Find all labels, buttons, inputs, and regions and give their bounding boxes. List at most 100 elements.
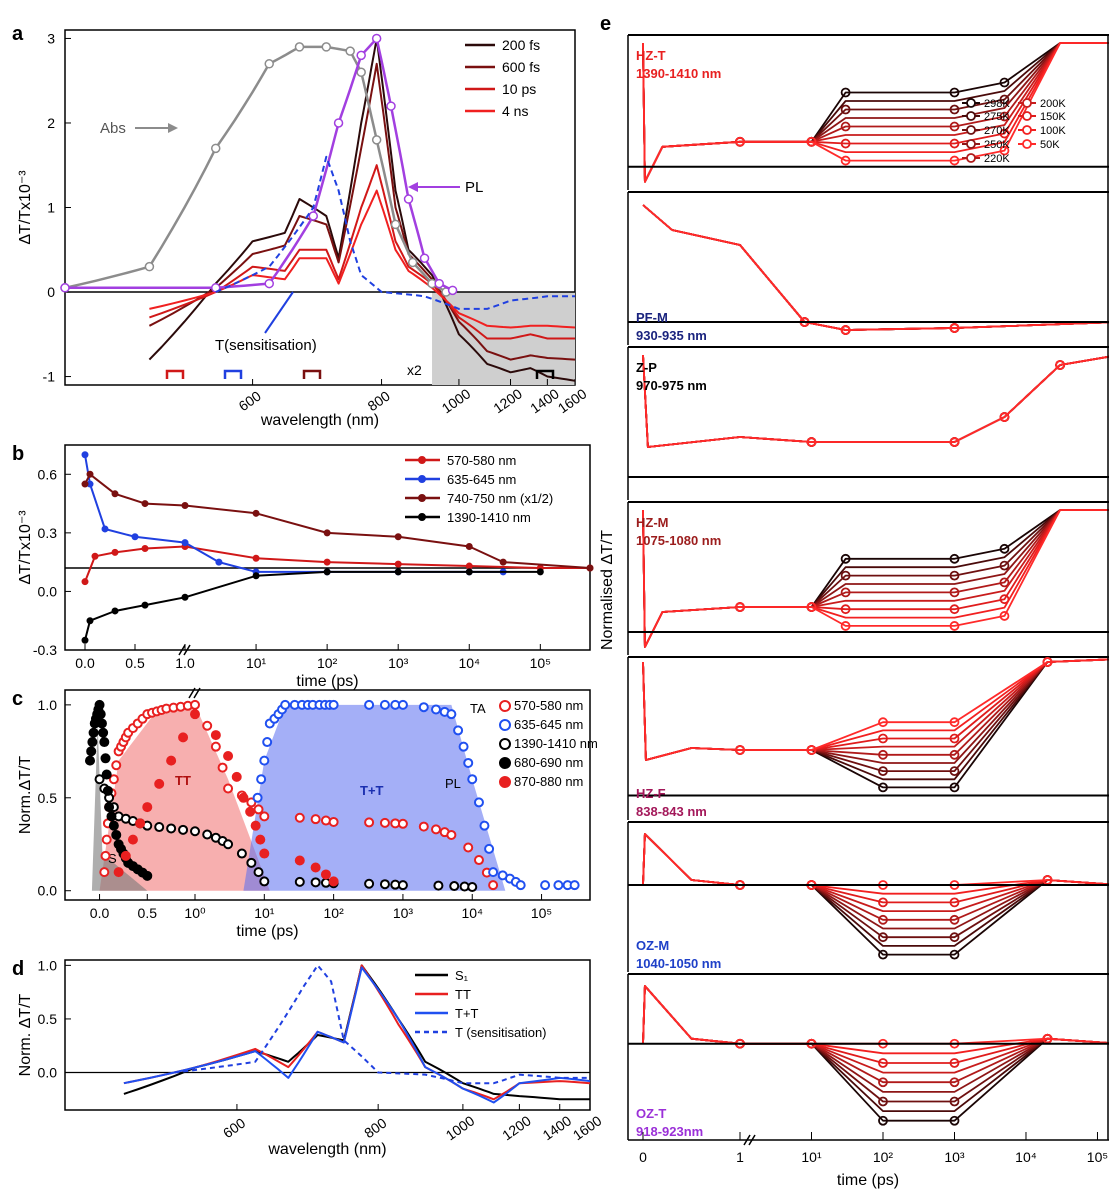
series-marker (210, 741, 221, 752)
x-tick-label: 10¹ (246, 655, 267, 671)
series-marker (81, 480, 89, 488)
kinetic-trace (642, 833, 1109, 947)
wavelength-bracket (302, 369, 322, 379)
abs-marker (264, 59, 274, 69)
series-marker (328, 816, 339, 827)
series-line-abs (64, 45, 447, 294)
x-tick-label: 10⁵ (531, 905, 552, 921)
kinetic-marker (840, 621, 851, 631)
kinetic-marker (735, 745, 745, 755)
kinetic-marker (949, 914, 960, 925)
legend-entry: S₁ (455, 968, 469, 983)
legend-marker (418, 475, 426, 483)
kinetic-trace (642, 204, 1109, 331)
subpanel-range-label: 918-923nm (636, 1124, 703, 1139)
pl-marker (403, 194, 414, 204)
panel-a-label: a (12, 23, 24, 45)
x-tick-label: 0 (639, 1149, 647, 1165)
pl-annotation: PL (465, 179, 483, 196)
pl-marker (264, 278, 274, 289)
legend-marker (1022, 125, 1032, 135)
kinetic-marker (949, 733, 960, 744)
series-marker (536, 568, 544, 576)
series-marker (190, 709, 200, 720)
kinetic-marker (1055, 360, 1065, 370)
series-marker (431, 824, 442, 835)
kinetic-trace (642, 204, 1109, 331)
series-marker (473, 855, 484, 866)
legend-entry: TT (455, 987, 471, 1002)
legend-marker (966, 153, 976, 163)
series-marker (87, 737, 98, 748)
abs-annotation: Abs (100, 120, 126, 137)
series-marker (259, 755, 270, 766)
kinetic-marker (999, 412, 1010, 422)
abs-marker (390, 219, 401, 230)
y-axis-label: ΔT/Tx10⁻³ (17, 510, 34, 585)
x-tick-label: 1.0 (175, 655, 195, 671)
series-marker (262, 737, 273, 748)
pl-marker (447, 285, 458, 296)
series-line-3 (174, 964, 590, 1085)
series-marker (394, 568, 402, 576)
abs-marker (356, 67, 366, 78)
series-marker (95, 709, 106, 720)
kinetic-marker (949, 553, 960, 564)
legend-marker (966, 111, 976, 121)
series-marker (253, 804, 264, 815)
series-line-600fs (148, 62, 576, 361)
y-tick-label: 0.5 (38, 790, 58, 806)
x-tick-label: 10¹ (801, 1149, 822, 1165)
series-line-2 (123, 966, 591, 1104)
pl-marker (356, 50, 366, 61)
series-marker (181, 502, 189, 510)
legend-entry: T+T (455, 1006, 479, 1021)
y-tick-label: 0.0 (38, 883, 58, 899)
series-marker (181, 593, 189, 601)
series-marker (231, 771, 242, 782)
legend-marker (418, 513, 426, 521)
kinetic-marker (878, 914, 888, 925)
kinetic-marker (949, 570, 960, 581)
series-marker (294, 876, 305, 887)
series-marker (379, 699, 390, 710)
kinetic-marker (949, 949, 960, 960)
legend-entry: 635-645 nm (447, 472, 516, 487)
kinetic-trace (642, 354, 1109, 448)
series-marker (328, 876, 339, 887)
sensitisation-annotation: T(sensitisation) (215, 337, 317, 354)
subpanel-range-label: 930-935 nm (636, 328, 707, 343)
series-marker (101, 525, 109, 533)
series-marker (364, 878, 375, 889)
kinetic-marker (878, 733, 888, 744)
series-marker (81, 636, 89, 644)
y-tick-label: 0.0 (38, 1065, 58, 1081)
x-tick-label: 10² (873, 1149, 894, 1165)
x-tick-label: 10¹ (254, 905, 275, 921)
legend-entry: 200K (1040, 98, 1066, 110)
series-marker (259, 876, 270, 887)
x-tick-label: 0.0 (90, 905, 110, 921)
x-tick-label: 1000 (439, 385, 474, 416)
series-marker (458, 741, 469, 752)
legend-marker (1022, 139, 1032, 149)
legend-marker (499, 757, 511, 769)
kinetic-marker (999, 145, 1010, 156)
series-marker (467, 881, 478, 892)
kinetic-marker (949, 1077, 960, 1088)
series-marker (202, 720, 213, 731)
x-axis-label: time (ps) (236, 923, 298, 940)
legend-entry: 870-880 nm (514, 774, 583, 789)
series-marker (280, 699, 291, 710)
subpanel-sample-label: PF-M (636, 310, 668, 325)
kinetic-trace (642, 354, 1109, 448)
y-axis-label: Normalised ΔT/T (599, 530, 616, 650)
series-marker (99, 737, 110, 748)
panel-d-frame (64, 959, 591, 1111)
series-marker (111, 829, 122, 840)
series-marker (449, 881, 460, 892)
legend-entry: 10 ps (502, 81, 536, 97)
kinetic-marker (806, 136, 817, 147)
tt-area-label: TT (175, 773, 191, 788)
abs-marker (144, 261, 155, 272)
